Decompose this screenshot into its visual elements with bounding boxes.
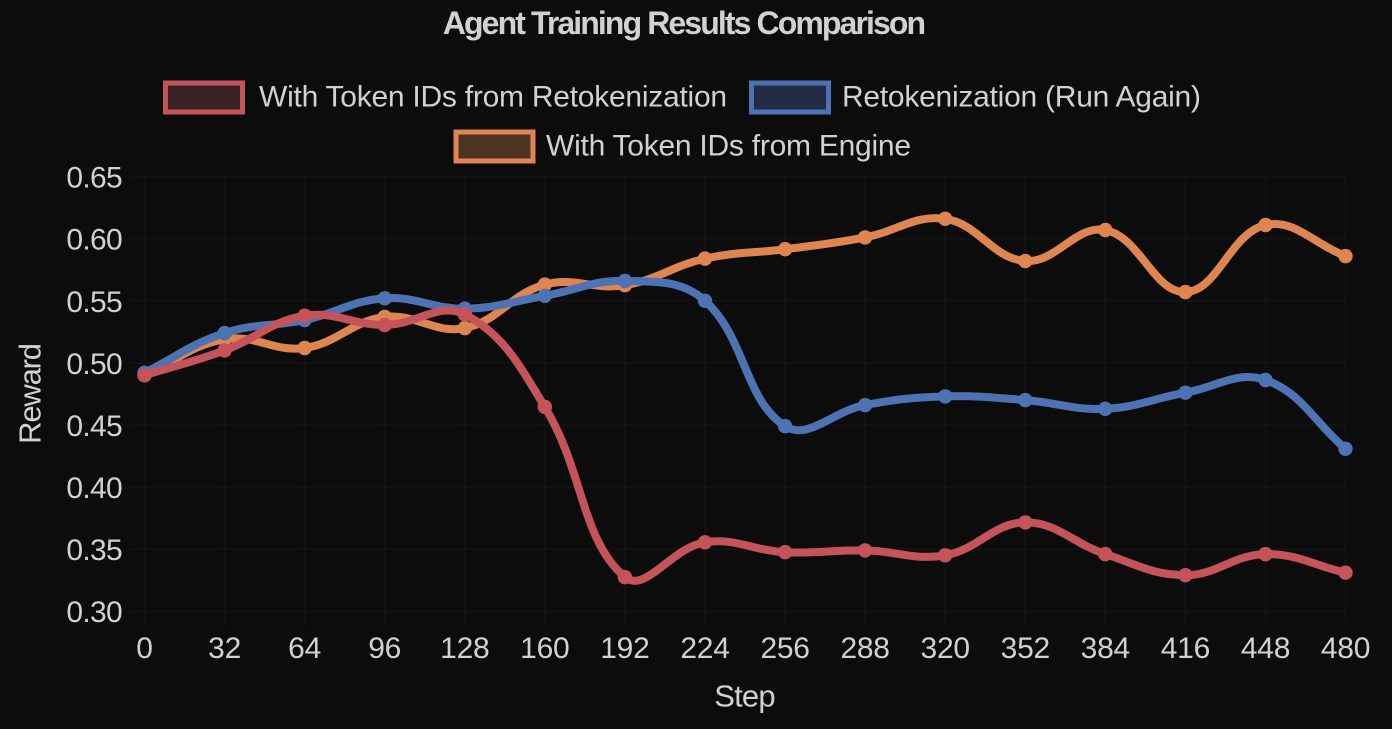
svg-text:Agent Training Results Compari: Agent Training Results Comparison xyxy=(443,5,925,41)
svg-text:64: 64 xyxy=(288,632,321,665)
svg-text:320: 320 xyxy=(921,632,970,665)
svg-text:0.55: 0.55 xyxy=(66,286,122,319)
svg-text:128: 128 xyxy=(440,632,489,665)
svg-text:448: 448 xyxy=(1241,632,1290,665)
svg-text:0.50: 0.50 xyxy=(66,348,122,381)
svg-text:224: 224 xyxy=(680,632,729,665)
svg-text:480: 480 xyxy=(1321,632,1370,665)
svg-text:0.30: 0.30 xyxy=(66,596,122,629)
svg-text:416: 416 xyxy=(1161,632,1210,665)
svg-text:Retokenization (Run Again): Retokenization (Run Again) xyxy=(842,81,1201,114)
svg-text:256: 256 xyxy=(760,632,809,665)
svg-text:352: 352 xyxy=(1001,632,1050,665)
svg-text:288: 288 xyxy=(840,632,889,665)
svg-text:0.40: 0.40 xyxy=(66,472,122,505)
svg-text:160: 160 xyxy=(520,632,569,665)
svg-text:96: 96 xyxy=(368,632,401,665)
svg-text:0.35: 0.35 xyxy=(66,534,122,567)
svg-text:0.60: 0.60 xyxy=(66,224,122,257)
svg-text:Reward: Reward xyxy=(13,344,48,444)
svg-text:With Token IDs from Engine: With Token IDs from Engine xyxy=(546,130,911,163)
svg-text:0.65: 0.65 xyxy=(66,162,122,195)
svg-text:0.45: 0.45 xyxy=(66,410,122,443)
svg-text:192: 192 xyxy=(600,632,649,665)
svg-text:32: 32 xyxy=(208,632,241,665)
svg-text:With Token IDs from Retokeniza: With Token IDs from Retokenization xyxy=(259,81,727,114)
svg-text:384: 384 xyxy=(1081,632,1130,665)
svg-text:0: 0 xyxy=(136,632,152,665)
svg-text:Step: Step xyxy=(714,679,775,714)
